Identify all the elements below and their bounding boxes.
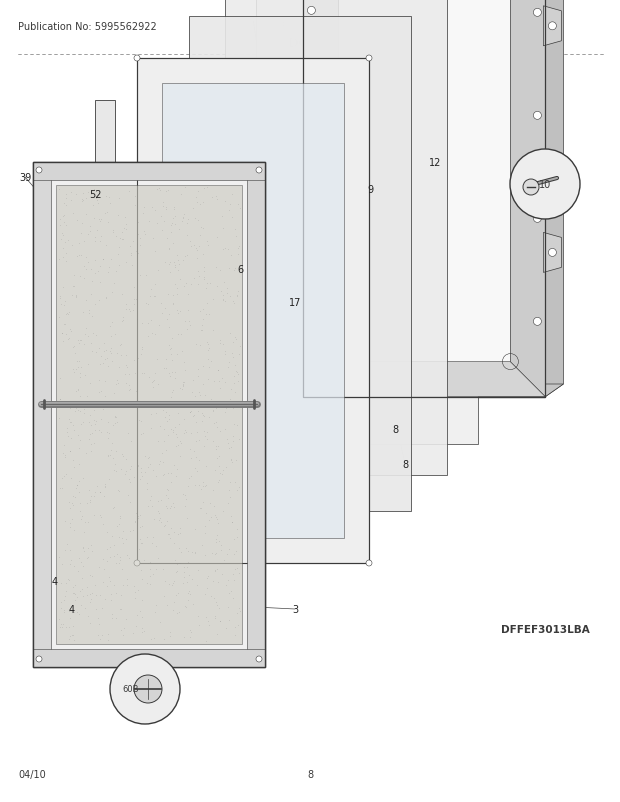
Circle shape <box>366 56 372 62</box>
Polygon shape <box>33 649 265 667</box>
Polygon shape <box>543 233 561 273</box>
Circle shape <box>308 316 316 324</box>
Polygon shape <box>257 0 479 444</box>
Text: DFFEF3013LBA: DFFEF3013LBA <box>501 624 590 634</box>
Polygon shape <box>189 17 411 512</box>
Text: 4: 4 <box>52 577 58 586</box>
Circle shape <box>256 168 262 174</box>
Polygon shape <box>162 84 344 538</box>
Circle shape <box>533 318 541 326</box>
Polygon shape <box>137 59 369 563</box>
Text: 10: 10 <box>539 180 551 190</box>
Text: 8: 8 <box>307 769 313 779</box>
Polygon shape <box>33 163 51 667</box>
Text: 04/10: 04/10 <box>18 769 46 779</box>
Text: 3: 3 <box>292 604 298 614</box>
Circle shape <box>523 180 539 196</box>
Text: 4: 4 <box>69 604 75 614</box>
Circle shape <box>533 10 541 18</box>
Circle shape <box>366 561 372 566</box>
Text: 39: 39 <box>19 172 31 183</box>
Text: 8: 8 <box>402 460 408 469</box>
Polygon shape <box>303 363 546 397</box>
Circle shape <box>549 22 556 30</box>
Circle shape <box>533 112 541 120</box>
Text: DOOR: DOOR <box>288 37 332 50</box>
Polygon shape <box>510 0 546 397</box>
Circle shape <box>308 110 316 118</box>
Circle shape <box>36 168 42 174</box>
Polygon shape <box>33 163 265 667</box>
Polygon shape <box>33 163 265 180</box>
Text: 17: 17 <box>289 298 301 308</box>
Polygon shape <box>95 100 115 605</box>
Polygon shape <box>225 0 447 476</box>
Text: 52: 52 <box>89 190 101 200</box>
Circle shape <box>36 656 42 662</box>
Polygon shape <box>303 0 339 397</box>
Text: eReplacementParts.com: eReplacementParts.com <box>234 433 386 446</box>
Text: 12: 12 <box>429 158 441 168</box>
Polygon shape <box>56 186 242 644</box>
Circle shape <box>510 150 580 220</box>
Circle shape <box>134 56 140 62</box>
Text: 6: 6 <box>237 265 243 274</box>
Polygon shape <box>543 6 561 47</box>
Circle shape <box>134 675 162 703</box>
Circle shape <box>256 656 262 662</box>
Polygon shape <box>303 384 564 397</box>
Text: 8: 8 <box>392 424 398 435</box>
Text: 60B: 60B <box>123 685 140 694</box>
Text: FFEF3013L: FFEF3013L <box>282 22 338 32</box>
Circle shape <box>308 213 316 221</box>
Circle shape <box>533 215 541 223</box>
Text: Publication No: 5995562922: Publication No: 5995562922 <box>18 22 157 32</box>
Circle shape <box>110 654 180 724</box>
Circle shape <box>134 561 140 566</box>
Circle shape <box>549 249 556 257</box>
Polygon shape <box>303 0 546 397</box>
Polygon shape <box>546 0 564 397</box>
Circle shape <box>308 7 316 15</box>
Polygon shape <box>247 163 265 667</box>
Polygon shape <box>339 0 510 363</box>
Text: 9: 9 <box>367 184 373 195</box>
